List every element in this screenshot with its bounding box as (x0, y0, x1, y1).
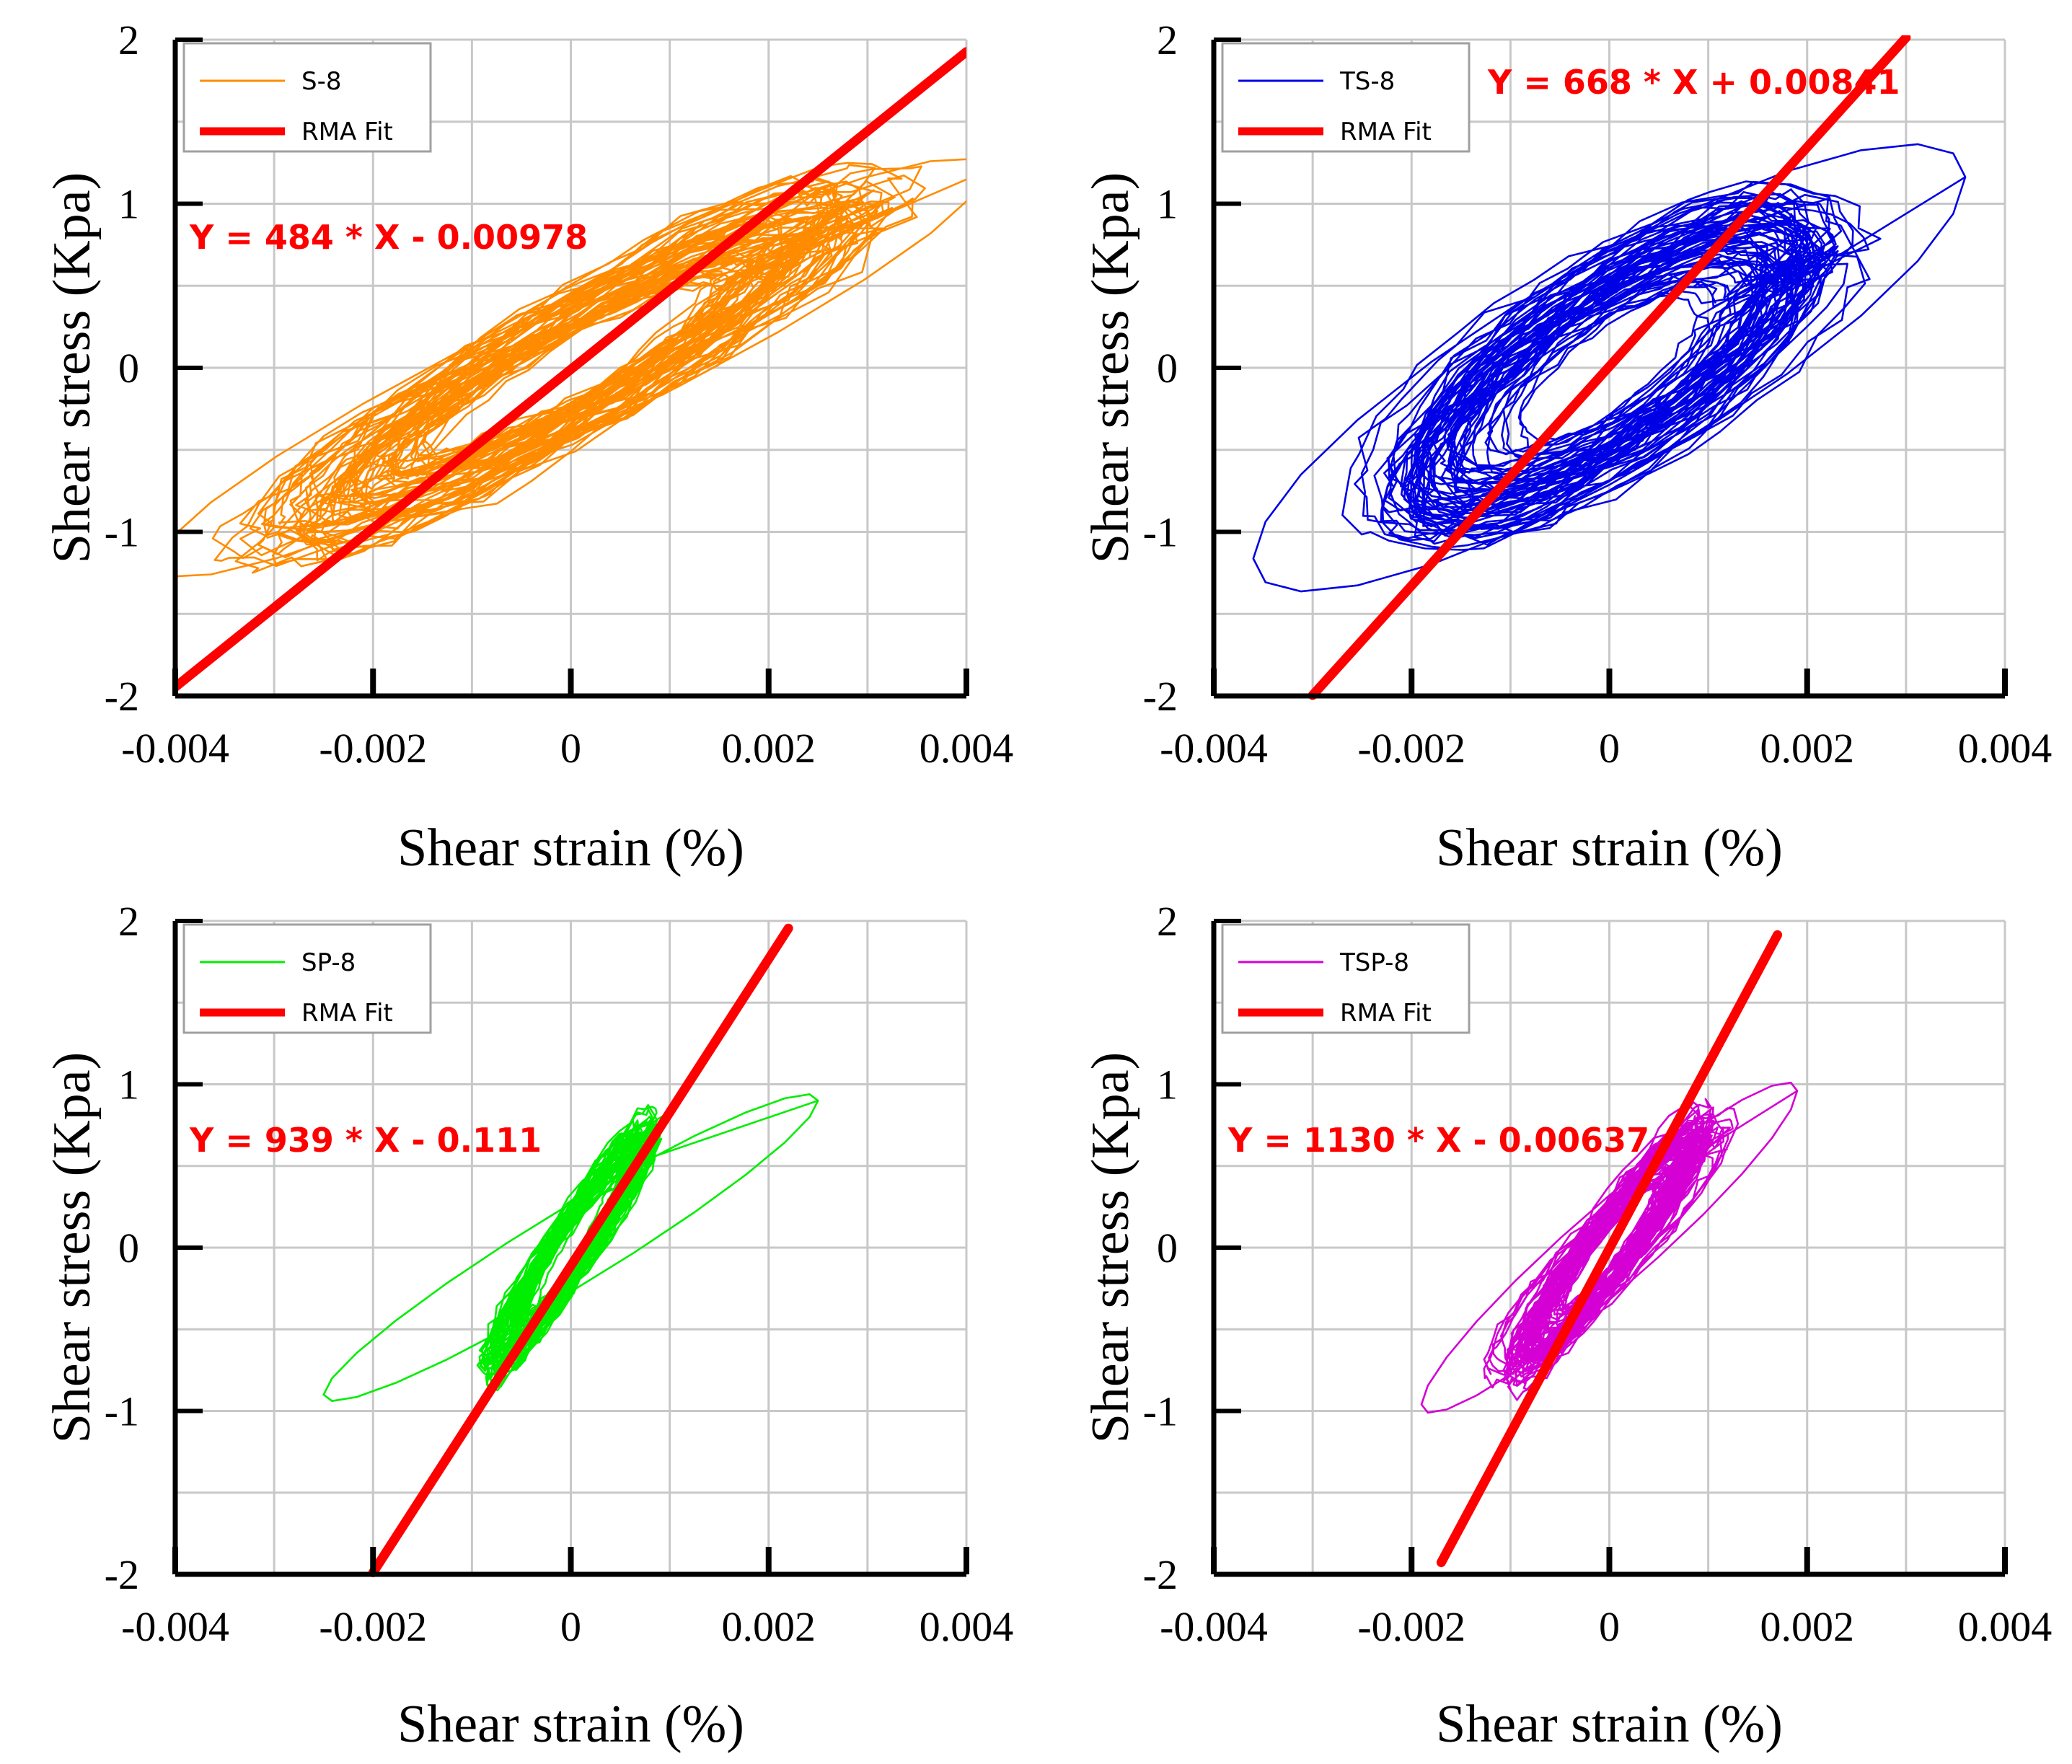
x-tick-label: 0.004 (920, 725, 1014, 772)
x-tick-label: -0.004 (1160, 1603, 1268, 1650)
fit-equation: Y = 939 * X - 0.111 (189, 1121, 542, 1160)
y-axis-title: Shear stress (Kpa) (43, 172, 102, 564)
y-tick-label: -1 (105, 1388, 139, 1435)
x-tick-label: 0.002 (1760, 725, 1855, 772)
x-tick-label: -0.002 (319, 725, 427, 772)
fit-equation: Y = 484 * X - 0.00978 (189, 218, 588, 257)
y-tick-label: 2 (118, 17, 139, 63)
series-rma-fit-line (1308, 35, 1911, 700)
fit-equation: Y = 1130 * X - 0.00637 (1227, 1121, 1649, 1160)
x-tick-label: 0.004 (920, 1603, 1014, 1650)
x-tick-label: 0 (560, 1603, 581, 1650)
x-tick-label: 0.004 (1958, 725, 2053, 772)
x-tick-label: 0.002 (1760, 1603, 1855, 1650)
y-axis-title: Shear stress (Kpa) (43, 1052, 102, 1444)
y-tick-label: 1 (1157, 1062, 1178, 1108)
plot-area (1420, 930, 1799, 1568)
y-tick-label: -2 (1143, 1551, 1178, 1598)
y-tick-label: 0 (1157, 345, 1178, 392)
x-axis-title: Shear strain (%) (397, 1695, 744, 1754)
legend: SP-8 RMA Fit (182, 923, 432, 1034)
plot-area (175, 47, 966, 692)
x-tick-label: 0.002 (722, 725, 816, 772)
series-rma-fit-line (1436, 930, 1783, 1568)
legend-label-sp-8: SP-8 (301, 948, 356, 977)
x-tick-label: -0.002 (319, 1603, 427, 1650)
legend: S-8 RMA Fit (182, 42, 432, 153)
y-tick-label: 0 (118, 1225, 139, 1271)
y-tick-label: 1 (118, 1062, 139, 1108)
y-axis-title: Shear stress (Kpa) (1081, 1052, 1140, 1444)
legend-label-rma-fit: RMA Fit (1340, 999, 1432, 1028)
x-tick-label: -0.004 (121, 725, 229, 772)
legend-label-s-8: S-8 (301, 67, 341, 96)
x-tick-label: -0.002 (1357, 1603, 1465, 1650)
plot-area (322, 923, 819, 1578)
y-tick-label: 1 (118, 181, 139, 228)
legend-label-rma-fit: RMA Fit (301, 999, 393, 1028)
legend-label-tsp-8: TSP-8 (1339, 948, 1409, 977)
legend-label-rma-fit: RMA Fit (301, 118, 393, 146)
x-tick-label: -0.004 (1160, 725, 1268, 772)
x-tick-label: 0 (1599, 1603, 1620, 1650)
series-rma-fit-line (175, 47, 966, 692)
chart-panel-top-right: -0.004 -0.002 0 0.002 0.004 -2 -1 0 1 2 Shear stra… (1081, 17, 2052, 878)
chart-panel-bottom-left: -0.004 -0.002 0 0.002 0.004 -2 -1 0 1 2 Shear stra… (43, 898, 1013, 1754)
x-axis-title: Shear strain (%) (1436, 1695, 1783, 1754)
series-ts-8 (1252, 143, 1967, 593)
x-tick-label: 0.004 (1958, 1603, 2053, 1650)
plot-area (1252, 35, 1967, 700)
y-axis-title: Shear stress (Kpa) (1081, 172, 1140, 564)
y-tick-label: 2 (118, 898, 139, 945)
x-axis-title: Shear strain (%) (397, 819, 744, 878)
chart-panel-bottom-right: -0.004 -0.002 0 0.002 0.004 -2 -1 0 1 2 Shear stra… (1081, 898, 2052, 1754)
series-sp-8 (322, 1093, 819, 1402)
x-tick-label: 0.002 (722, 1603, 816, 1650)
legend: TSP-8 RMA Fit (1221, 923, 1471, 1034)
y-tick-label: -2 (105, 1551, 139, 1598)
series-rma-fit-line (368, 923, 793, 1578)
y-tick-label: 2 (1157, 898, 1178, 945)
y-tick-label: -1 (1143, 509, 1178, 556)
fit-equation: Y = 668 * X + 0.00841 (1487, 63, 1900, 102)
y-tick-label: -1 (105, 509, 139, 556)
x-tick-label: -0.004 (121, 1603, 229, 1650)
chart-panel-top-left: -0.004 -0.002 0 0.002 0.004 -2 -1 0 1 2 Shear stra… (43, 17, 1013, 878)
x-axis-title: Shear strain (%) (1436, 819, 1783, 878)
legend-label-ts-8: TS-8 (1339, 67, 1395, 96)
y-tick-label: 0 (1157, 1225, 1178, 1271)
legend: TS-8 RMA Fit (1221, 42, 1471, 153)
y-tick-label: 0 (118, 345, 139, 392)
legend-label-rma-fit: RMA Fit (1340, 118, 1432, 146)
y-tick-label: -2 (1143, 673, 1178, 720)
x-tick-label: 0 (1599, 725, 1620, 772)
y-tick-label: 1 (1157, 181, 1178, 228)
x-tick-label: 0 (560, 725, 581, 772)
x-tick-label: -0.002 (1357, 725, 1465, 772)
y-tick-label: 2 (1157, 17, 1178, 63)
series-s-8 (175, 158, 966, 578)
y-tick-label: -2 (105, 673, 139, 720)
y-tick-label: -1 (1143, 1388, 1178, 1435)
